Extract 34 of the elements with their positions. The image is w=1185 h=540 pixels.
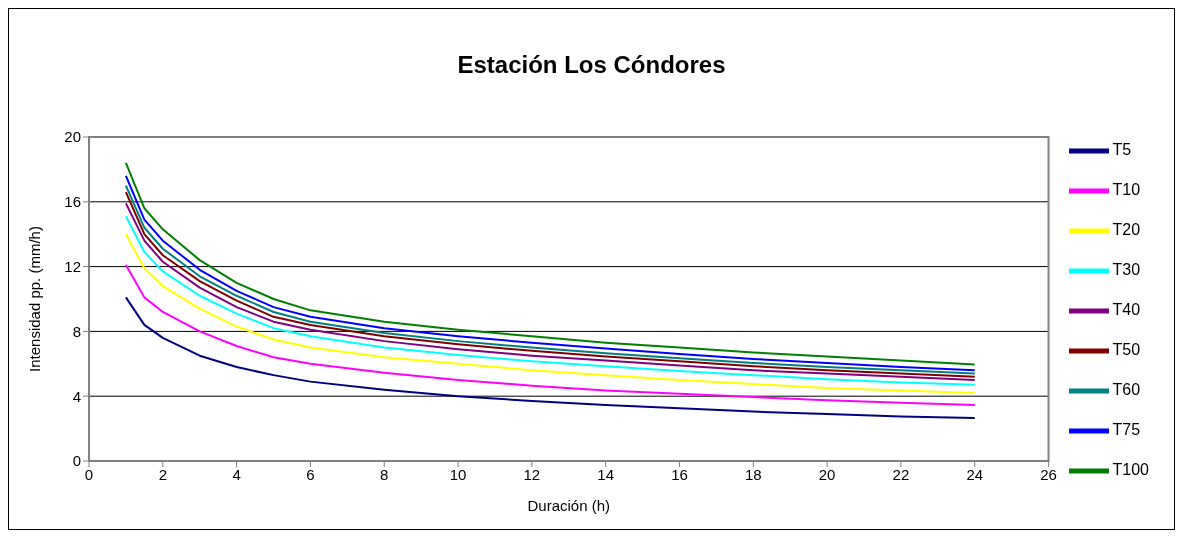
legend-label: T75 [1112, 421, 1141, 439]
legend-label: T20 [1112, 221, 1141, 239]
legend-label: T50 [1112, 341, 1141, 359]
line-series [124, 263, 976, 407]
x-tick-label: 6 [306, 465, 315, 483]
chart-title: Estación Los Cóndores [456, 51, 727, 80]
y-tick-label: 20 [64, 128, 81, 146]
x-tick-label: 10 [449, 465, 467, 483]
x-tick-label: 2 [158, 465, 167, 483]
y-tick-label: 16 [64, 193, 81, 211]
x-tick-label: 22 [892, 465, 910, 483]
y-tick-label: 0 [72, 452, 81, 470]
x-tick-label: 18 [744, 465, 762, 483]
x-tick-label: 4 [232, 465, 241, 483]
x-tick-label: 16 [671, 465, 688, 483]
x-tick-label: 12 [523, 465, 541, 483]
x-tick-label: 20 [818, 465, 836, 483]
y-tick-label: 8 [72, 322, 81, 340]
y-tick-label: 12 [64, 257, 81, 275]
x-tick-label: 26 [1040, 465, 1057, 483]
x-axis-title: Duración (h) [527, 497, 611, 514]
line-series [124, 296, 976, 420]
legend-label: T60 [1112, 381, 1141, 399]
legend-label: T40 [1112, 301, 1141, 319]
x-tick-label: 8 [380, 465, 389, 483]
legend-label: T10 [1112, 181, 1141, 199]
x-tick-label: 14 [597, 465, 615, 483]
legend-label: T5 [1112, 141, 1132, 159]
y-tick-label: 4 [72, 387, 81, 405]
x-tick-label: 0 [84, 465, 94, 483]
legend-label: T100 [1112, 461, 1149, 479]
legend-label: T30 [1112, 261, 1141, 279]
y-axis-title: Intensidad pp. (mm/h) [26, 226, 44, 372]
x-tick-label: 24 [966, 465, 984, 483]
